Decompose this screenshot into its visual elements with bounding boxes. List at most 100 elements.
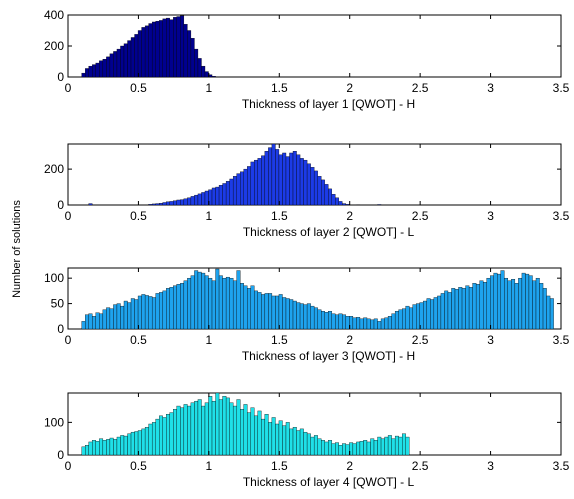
x-tick-label: 3 <box>487 333 494 347</box>
histogram-bar <box>254 290 258 330</box>
x-tick-label: 2.5 <box>412 209 429 223</box>
histogram-bar <box>282 152 287 206</box>
y-tick-label: 200 <box>44 39 64 53</box>
histogram-bar <box>296 154 301 206</box>
histogram-bar <box>155 21 160 78</box>
x-tick-label: 1.5 <box>271 81 288 95</box>
histogram-bar <box>176 16 181 78</box>
histogram-bar <box>144 25 149 78</box>
histogram-bar <box>254 159 258 206</box>
histogram-bar <box>268 293 273 330</box>
histogram-bar <box>363 317 368 330</box>
histogram-bar <box>299 428 304 456</box>
histogram-bar <box>525 273 530 330</box>
x-tick-label: 0.5 <box>130 333 147 347</box>
x-axis-label: Thickness of layer 1 [QWOT] - H <box>242 97 415 111</box>
histogram-bar <box>113 439 118 456</box>
histogram-bar <box>218 185 223 206</box>
histogram-bar <box>162 417 167 456</box>
histogram-bar <box>289 299 294 330</box>
histogram-bar <box>240 171 244 206</box>
histogram-bar <box>271 143 276 206</box>
histogram-bar <box>391 438 396 456</box>
histogram-bar <box>148 296 153 330</box>
x-tick-label: 2 <box>346 81 353 95</box>
histogram-bar <box>211 280 216 330</box>
histogram-bar <box>549 298 554 330</box>
histogram-bar <box>313 170 318 206</box>
histogram-bar <box>366 318 371 330</box>
histogram-bar <box>120 305 125 330</box>
histogram-bar <box>134 431 139 456</box>
histogram-bar <box>204 190 209 206</box>
histogram-bar <box>380 318 385 330</box>
histogram-bar <box>187 405 192 456</box>
histogram-bar <box>437 295 442 330</box>
x-tick-label: 3 <box>487 81 494 95</box>
histogram-bar <box>137 30 142 78</box>
histogram-bar <box>180 407 185 456</box>
x-tick-label: 1 <box>206 333 213 347</box>
histogram-bar <box>370 319 375 330</box>
histogram-panel-2: 0 0.5 1 1.5 2 2.5 3 3.5 0 200 Thickness of layer 2… <box>44 143 570 239</box>
histogram-bar <box>271 417 276 456</box>
histogram-bar <box>328 188 332 206</box>
histogram-bar <box>236 399 241 456</box>
histogram-bar <box>116 303 121 330</box>
histogram-bar <box>507 280 512 330</box>
histogram-bar <box>373 440 378 456</box>
x-tick-label: 1 <box>206 209 213 223</box>
histogram-bar <box>426 298 431 330</box>
histogram-bar <box>99 313 104 330</box>
histogram-bar <box>215 268 220 330</box>
histogram-bar <box>352 317 357 330</box>
histogram-bar <box>384 317 389 330</box>
histogram-bar <box>285 422 290 456</box>
histogram-bar <box>106 307 111 330</box>
histogram-bar <box>137 295 142 330</box>
histogram-bar <box>144 427 149 456</box>
histogram-bar <box>511 279 516 330</box>
histogram-bar <box>264 151 269 206</box>
histogram-bar <box>257 410 262 456</box>
histogram-bar <box>352 443 357 456</box>
histogram-bar <box>148 204 153 206</box>
histogram-bar <box>338 445 343 456</box>
histogram-bar <box>331 313 336 330</box>
histogram-bar <box>229 178 234 206</box>
histogram-bar <box>433 297 438 330</box>
histogram-bar <box>282 297 287 330</box>
histogram-bar <box>109 53 114 78</box>
histogram-bar <box>92 440 96 456</box>
x-tick-label: 3.5 <box>553 209 570 223</box>
histogram-bar <box>342 314 347 330</box>
histogram-bar <box>222 277 227 330</box>
histogram-panel-3: 0 0.5 1 1.5 2 2.5 3 3.5 0 50 100 Thickness of layer… <box>44 267 570 363</box>
x-tick-label: 2 <box>346 459 353 473</box>
histogram-bar <box>173 285 177 330</box>
histogram-bar <box>151 21 156 78</box>
histogram-bar <box>180 199 185 206</box>
histogram-bar <box>120 45 125 78</box>
histogram-bar <box>232 176 237 206</box>
histogram-bar <box>123 435 128 456</box>
x-tick-label: 0 <box>65 209 72 223</box>
histogram-bar <box>394 311 399 330</box>
histogram-bar <box>356 317 361 330</box>
histogram-bar <box>243 285 248 330</box>
histogram-bar <box>359 318 364 330</box>
y-tick-label: 50 <box>51 297 65 311</box>
histogram-bar <box>134 34 139 78</box>
histogram-bar <box>338 201 343 206</box>
histogram-bar <box>306 433 311 456</box>
x-tick-label: 2.5 <box>412 459 429 473</box>
histogram-bar <box>187 277 192 330</box>
histogram-bar <box>356 441 361 456</box>
histogram-bar <box>113 51 118 78</box>
histogram-bar <box>335 197 339 206</box>
histogram-bar <box>243 168 248 206</box>
histogram-bar <box>504 277 509 330</box>
histogram-bar <box>204 402 209 456</box>
histogram-bar <box>486 277 491 330</box>
histogram-bar <box>130 431 135 456</box>
